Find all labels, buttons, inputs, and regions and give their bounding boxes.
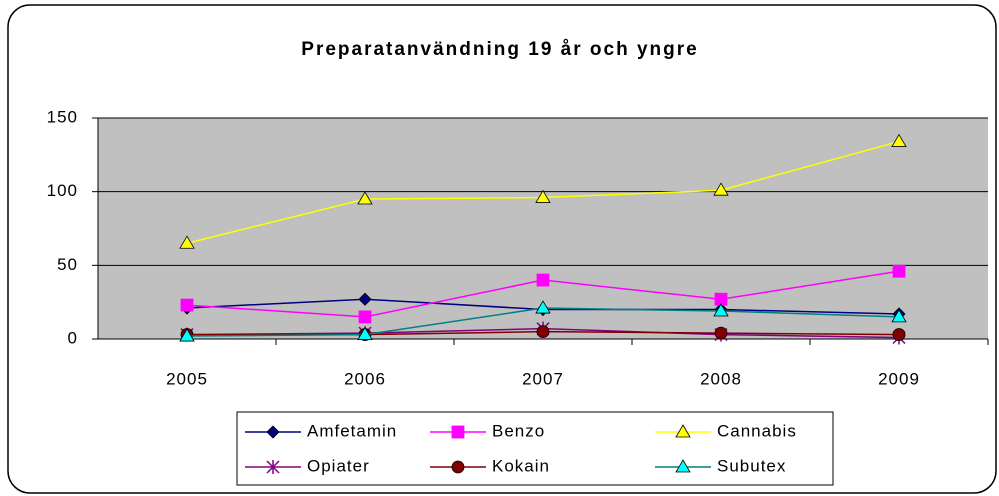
chart-title: Preparatanvändning 19 år och yngre	[301, 39, 698, 60]
marker	[266, 460, 280, 474]
marker	[357, 326, 373, 340]
marker	[358, 310, 372, 324]
marker	[675, 459, 691, 473]
legend-label: Cannabis	[717, 421, 797, 440]
x-tick-label: 2009	[878, 369, 920, 388]
legend	[236, 411, 834, 486]
y-tick-label: 0	[68, 328, 78, 347]
legend-label: Amfetamin	[307, 421, 397, 440]
legend-label: Opiater	[307, 456, 370, 475]
marker	[358, 292, 372, 306]
marker	[179, 328, 195, 342]
marker	[179, 235, 195, 249]
marker	[535, 300, 551, 314]
marker	[451, 460, 465, 474]
marker	[675, 424, 691, 438]
x-tick-label: 2007	[522, 369, 564, 388]
marker	[180, 298, 194, 312]
marker	[536, 273, 550, 287]
marker	[714, 326, 728, 340]
marker	[357, 191, 373, 205]
y-tick-label: 50	[57, 255, 78, 274]
marker	[713, 303, 729, 317]
x-tick-label: 2008	[700, 369, 742, 388]
y-tick-label: 150	[47, 107, 78, 126]
legend-label: Kokain	[492, 456, 550, 475]
marker	[451, 425, 465, 439]
marker	[535, 189, 551, 203]
y-tick-label: 100	[47, 181, 78, 200]
marker	[891, 309, 907, 323]
legend-label: Subutex	[717, 456, 786, 475]
marker	[891, 133, 907, 147]
legend-label: Benzo	[492, 421, 545, 440]
marker	[892, 264, 906, 278]
x-tick-label: 2006	[344, 369, 386, 388]
marker	[266, 425, 280, 439]
marker	[536, 325, 550, 339]
marker	[713, 182, 729, 196]
marker	[892, 328, 906, 341]
x-tick-label: 2005	[166, 369, 208, 388]
